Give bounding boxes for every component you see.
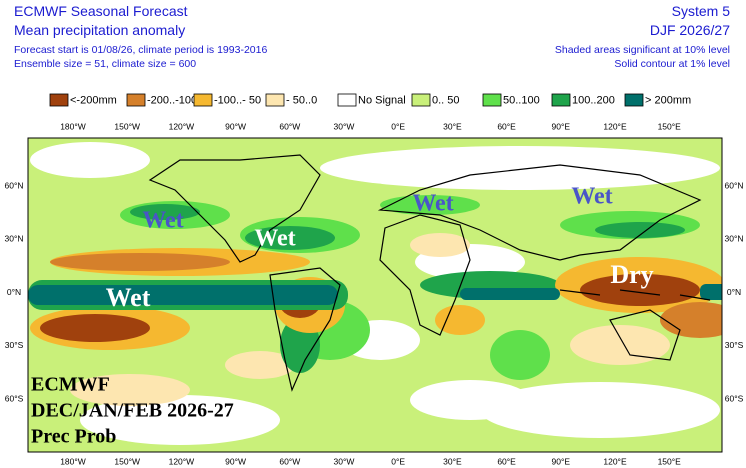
legend-label: -200..-100 xyxy=(147,94,197,106)
annotation: Dry xyxy=(610,260,653,289)
annotation: Wet xyxy=(142,208,183,234)
lat-label: 0°N xyxy=(7,287,21,297)
lat-label: 60°N xyxy=(5,180,24,190)
legend-swatch xyxy=(193,93,213,107)
lat-label: 30°S xyxy=(5,340,24,350)
lat-label: 30°S xyxy=(725,340,744,350)
overlay-text: ECMWF DEC/JAN/FEB 2026-27 Prec Prob xyxy=(31,374,234,448)
map-ticks: 180°W 180°W 150°W 150°W 120°W 120°W 90°W 90°W 60… xyxy=(5,121,744,466)
period: DJF 2026/27 xyxy=(650,22,730,38)
forecast-start: Forecast start is 01/08/26, climate peri… xyxy=(14,44,267,56)
lat-label: 30°N xyxy=(5,234,24,244)
overlay-line: ECMWF xyxy=(31,374,110,396)
coastlines xyxy=(148,154,711,392)
lon-label: 120°E xyxy=(603,121,627,131)
legend: <-200mm -200..-100 -100..- 50 - 50..0 No Sig… xyxy=(49,93,691,107)
lon-label: 150°E xyxy=(658,456,682,466)
lon-label: 0°E xyxy=(391,456,405,466)
lon-label: 120°E xyxy=(603,456,627,466)
annotation: Wet xyxy=(254,226,295,252)
map-shading xyxy=(28,142,722,445)
lon-label: 30°E xyxy=(443,121,462,131)
legend-label: > 200mm xyxy=(645,94,691,106)
legend-swatch xyxy=(337,93,357,107)
legend-label: 0.. 50 xyxy=(432,94,460,106)
title: ECMWF Seasonal Forecast xyxy=(14,3,188,19)
lon-label: 120°W xyxy=(169,456,195,466)
ensemble: Ensemble size = 51, climate size = 600 xyxy=(14,58,196,70)
legend-swatch xyxy=(265,93,285,107)
annotation: Wet xyxy=(106,283,151,312)
lon-label: 60°E xyxy=(497,121,516,131)
lon-label: 150°E xyxy=(658,121,682,131)
system: System 5 xyxy=(672,3,731,19)
lon-label: 60°W xyxy=(279,121,300,131)
lon-label: 90°W xyxy=(225,121,246,131)
lon-label: 30°W xyxy=(334,121,355,131)
subtitle: Mean precipitation anomaly xyxy=(14,22,185,38)
map-frame xyxy=(27,137,723,453)
lon-label: 30°E xyxy=(443,456,462,466)
legend-label: No Signal xyxy=(358,94,406,106)
lat-label: 30°N xyxy=(725,234,744,244)
legend-label: 50..100 xyxy=(503,94,540,106)
lon-label: 30°W xyxy=(334,456,355,466)
legend-swatch xyxy=(551,93,571,107)
legend-swatch xyxy=(49,93,69,107)
lat-label: 60°S xyxy=(5,393,24,403)
lon-label: 150°W xyxy=(114,456,140,466)
lat-label: 60°N xyxy=(725,180,744,190)
legend-label: 100..200 xyxy=(572,94,615,106)
map xyxy=(28,138,722,452)
lon-label: 60°E xyxy=(497,456,516,466)
lon-label: 90°W xyxy=(225,456,246,466)
legend-label: <-200mm xyxy=(70,94,117,106)
overlay-line: Prec Prob xyxy=(31,426,116,448)
lon-label: 120°W xyxy=(169,121,195,131)
legend-swatch xyxy=(482,93,502,107)
lat-label: 60°S xyxy=(725,393,744,403)
lon-label: 0°E xyxy=(391,121,405,131)
lon-label: 90°E xyxy=(552,121,571,131)
legend-swatch xyxy=(411,93,431,107)
lon-label: 180°W xyxy=(60,121,86,131)
significance-shaded: Shaded areas significant at 10% level xyxy=(555,44,730,56)
lon-label: 150°W xyxy=(114,121,140,131)
lon-label: 60°W xyxy=(279,456,300,466)
legend-swatch xyxy=(624,93,644,107)
annotation: Wet xyxy=(412,191,453,217)
legend-label: - 50..0 xyxy=(286,94,317,106)
legend-label: -100..- 50 xyxy=(214,94,261,106)
overlay-line: DEC/JAN/FEB 2026-27 xyxy=(31,400,234,422)
significance-contour: Solid contour at 1% level xyxy=(614,58,730,70)
lat-label: 0°N xyxy=(727,287,741,297)
annotation: Wet xyxy=(571,184,612,210)
lon-label: 90°E xyxy=(552,456,571,466)
legend-swatch xyxy=(126,93,146,107)
annotations: Wet Wet Wet Wet Wet Dry xyxy=(106,184,654,312)
lon-label: 180°W xyxy=(60,456,86,466)
